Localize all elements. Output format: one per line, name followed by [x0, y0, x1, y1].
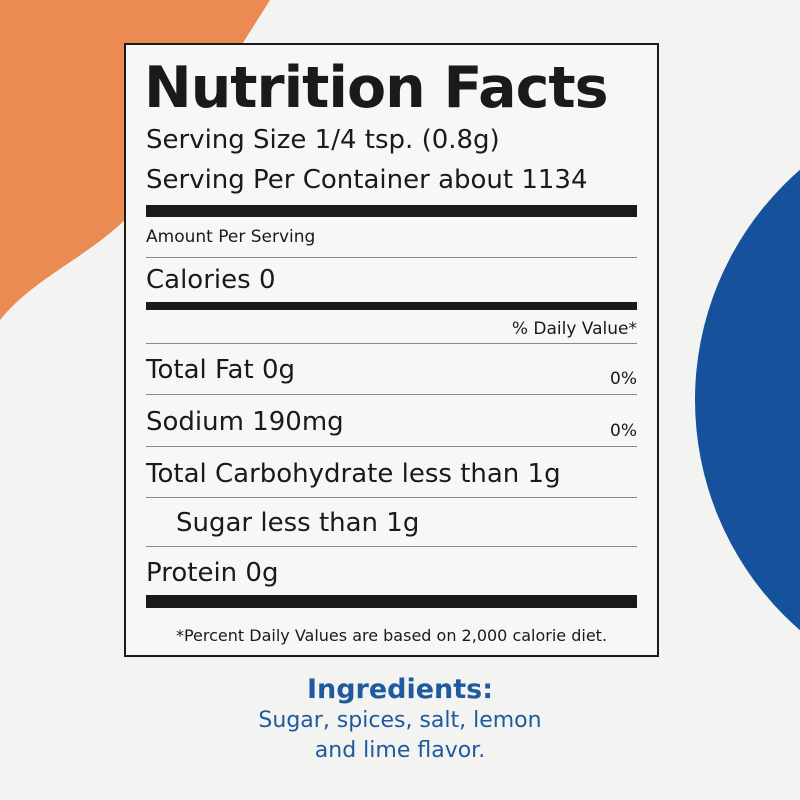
- nutrient-daily-value: 0%: [610, 421, 637, 441]
- divider: [146, 546, 637, 547]
- divider: [146, 446, 637, 447]
- divider: [146, 257, 637, 258]
- nutrient-label: Total Carbohydrate less than 1g: [146, 459, 561, 489]
- medium-divider: [146, 302, 637, 310]
- nutrition-facts-panel: Nutrition Facts Serving Size 1/4 tsp. (0…: [124, 43, 659, 657]
- ingredients-line-1: Sugar, spices, salt, lemon: [258, 708, 542, 733]
- ingredients-line-2: and lime flavor.: [314, 738, 486, 763]
- nutrient-row-total-fat: Total Fat 0g 0%: [146, 353, 637, 389]
- divider: [146, 394, 637, 395]
- nutrient-row-total-carbohydrate: Total Carbohydrate less than 1g: [146, 457, 637, 491]
- divider: [146, 343, 637, 344]
- servings-per-container: Serving Per Container about 1134: [146, 165, 588, 195]
- nutrient-label: Sodium 190mg: [146, 407, 344, 437]
- calories: Calories 0: [146, 265, 276, 295]
- nutrient-label: Protein 0g: [146, 558, 279, 588]
- ingredients-title: Ingredients:: [306, 674, 494, 705]
- serving-size: Serving Size 1/4 tsp. (0.8g): [146, 125, 500, 155]
- nutrient-row-protein: Protein 0g: [146, 556, 637, 590]
- footnote: *Percent Daily Values are based on 2,000…: [175, 626, 608, 645]
- divider: [146, 497, 637, 498]
- nutrient-label: Total Fat 0g: [146, 355, 295, 385]
- thick-divider: [146, 595, 637, 608]
- thick-divider: [146, 205, 637, 217]
- nutrient-daily-value: 0%: [610, 369, 637, 389]
- amount-per-serving: Amount Per Serving: [146, 227, 316, 247]
- nutrient-label: Sugar less than 1g: [176, 508, 420, 538]
- nutrient-row-sodium: Sodium 190mg 0%: [146, 405, 637, 441]
- blue-circle: [695, 169, 800, 631]
- daily-value-header: % Daily Value*: [511, 319, 637, 339]
- nutrient-row-sugar: Sugar less than 1g: [176, 506, 637, 540]
- nutrition-title: Nutrition Facts: [144, 55, 609, 121]
